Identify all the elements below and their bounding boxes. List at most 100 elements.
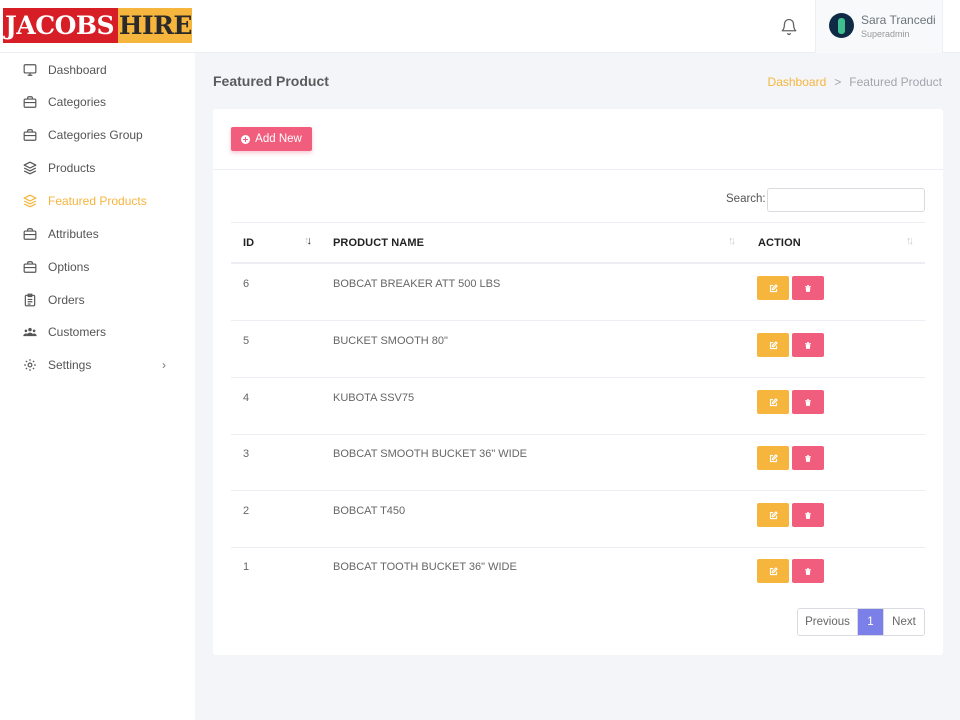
brand-logo[interactable]: JACOBS HIRE	[3, 8, 193, 43]
briefcase-icon	[23, 129, 37, 141]
row-product-name: BUCKET SMOOTH 80"	[333, 335, 448, 347]
breadcrumb: Dashboard > Featured Product	[768, 75, 942, 89]
trash-icon	[805, 284, 811, 292]
delete-button[interactable]	[792, 446, 824, 470]
delete-button[interactable]	[792, 333, 824, 357]
sort-icon[interactable]: ↑↓	[906, 235, 914, 247]
delete-button[interactable]	[792, 559, 824, 583]
user-role: Superadmin	[861, 29, 910, 39]
bell-icon[interactable]	[780, 18, 798, 36]
edit-icon	[769, 566, 778, 575]
row-product-name: BOBCAT T450	[333, 505, 406, 517]
column-header-product-name[interactable]: PRODUCT NAME	[333, 237, 425, 249]
monitor-icon	[23, 64, 37, 76]
add-new-button[interactable]: Add New	[231, 127, 312, 151]
add-new-label: Add New	[255, 133, 302, 145]
delete-button[interactable]	[792, 503, 824, 527]
sidebar-item-label: Attributes	[48, 227, 99, 241]
search-input[interactable]	[767, 188, 925, 212]
edit-button[interactable]	[757, 503, 789, 527]
trash-icon	[805, 454, 811, 462]
sidebar-item-customers[interactable]: Customers	[0, 317, 195, 347]
edit-icon	[769, 340, 778, 349]
cog-icon	[24, 359, 36, 371]
user-menu[interactable]: Sara Trancedi Superadmin	[815, 0, 943, 53]
briefcase-icon	[23, 96, 37, 108]
row-id: 1	[243, 561, 250, 573]
column-header-action[interactable]: ACTION	[758, 237, 801, 249]
logo-part-jacobs: JACOBS	[3, 8, 118, 43]
edit-button[interactable]	[757, 333, 789, 357]
table-row: 6 BOBCAT BREAKER ATT 500 LBS	[231, 264, 925, 321]
sidebar-item-settings[interactable]: Settings ›	[0, 350, 195, 380]
row-product-name: BOBCAT BREAKER ATT 500 LBS	[333, 278, 501, 290]
pagination-previous-button[interactable]: Previous	[798, 609, 858, 635]
sort-icon[interactable]: ↑↓	[728, 235, 736, 247]
page-title: Featured Product	[213, 73, 329, 89]
sidebar-item-label: Customers	[48, 325, 107, 339]
edit-icon	[769, 453, 778, 462]
row-id: 5	[243, 335, 250, 347]
sidebar-item-orders[interactable]: Orders	[0, 285, 195, 315]
layers-icon	[23, 161, 37, 175]
edit-button[interactable]	[757, 559, 789, 583]
featured-products-card: Add New Search: ID ↑↓ PRODUCT NAME ↑↓ AC…	[213, 109, 943, 655]
sidebar-item-label: Options	[48, 260, 90, 274]
layers-icon	[23, 194, 37, 208]
user-name: Sara Trancedi	[861, 13, 936, 27]
delete-button[interactable]	[792, 390, 824, 414]
row-id: 6	[243, 278, 250, 290]
sidebar-item-attributes[interactable]: Attributes	[0, 219, 195, 249]
breadcrumb-separator: >	[834, 75, 842, 89]
search-label: Search:	[726, 193, 766, 205]
trash-icon	[805, 341, 811, 349]
edit-button[interactable]	[757, 446, 789, 470]
briefcase-icon	[23, 261, 37, 273]
sidebar: Dashboard Categories Categories Group Pr…	[0, 53, 195, 720]
sidebar-item-label: Orders	[48, 293, 85, 307]
table-row: 1 BOBCAT TOOTH BUCKET 36" WIDE	[231, 547, 925, 604]
sidebar-item-products[interactable]: Products	[0, 153, 195, 183]
table-row: 2 BOBCAT T450	[231, 491, 925, 548]
row-product-name: BOBCAT SMOOTH BUCKET 36" WIDE	[333, 448, 527, 460]
sidebar-item-label: Categories	[48, 95, 107, 109]
breadcrumb-dashboard-link[interactable]: Dashboard	[767, 75, 827, 89]
trash-icon	[805, 398, 811, 406]
sidebar-item-featured-products[interactable]: Featured Products	[0, 186, 195, 216]
avatar	[829, 13, 854, 38]
sidebar-item-label: Settings	[48, 358, 92, 372]
sidebar-item-label: Dashboard	[48, 63, 107, 77]
chevron-right-icon: ›	[162, 358, 166, 372]
table-header: ID ↑↓ PRODUCT NAME ↑↓ ACTION ↑↓	[231, 222, 925, 264]
edit-icon	[769, 397, 778, 406]
trash-icon	[805, 567, 811, 575]
edit-button[interactable]	[757, 390, 789, 414]
plus-circle-icon	[241, 134, 251, 144]
sidebar-item-label: Products	[48, 161, 96, 175]
sidebar-item-categories[interactable]: Categories	[0, 87, 195, 117]
sidebar-item-options[interactable]: Options	[0, 252, 195, 282]
sidebar-item-label: Categories Group	[48, 128, 143, 142]
divider	[213, 169, 943, 170]
logo-part-hire: HIRE	[117, 8, 193, 43]
users-icon	[23, 327, 37, 337]
breadcrumb-current: Featured Product	[849, 75, 942, 89]
row-product-name: KUBOTA SSV75	[333, 392, 415, 404]
edit-icon	[769, 283, 778, 292]
clipboard-icon	[24, 293, 36, 307]
edit-icon	[769, 510, 778, 519]
edit-button[interactable]	[757, 276, 789, 300]
sidebar-item-dashboard[interactable]: Dashboard	[0, 55, 195, 85]
delete-button[interactable]	[792, 276, 824, 300]
table-row: 4 KUBOTA SSV75	[231, 378, 925, 435]
trash-icon	[805, 511, 811, 519]
pagination: Previous 1 Next	[797, 608, 925, 636]
sort-desc-icon[interactable]: ↑↓	[304, 235, 312, 247]
top-header: JACOBS HIRE Sara Trancedi Superadmin	[0, 0, 960, 53]
pagination-next-button[interactable]: Next	[883, 609, 924, 635]
sidebar-item-categories-group[interactable]: Categories Group	[0, 120, 195, 150]
column-header-id[interactable]: ID	[243, 237, 255, 249]
table-row: 5 BUCKET SMOOTH 80"	[231, 321, 925, 378]
pagination-page-1[interactable]: 1	[858, 609, 883, 635]
row-id: 3	[243, 448, 250, 460]
